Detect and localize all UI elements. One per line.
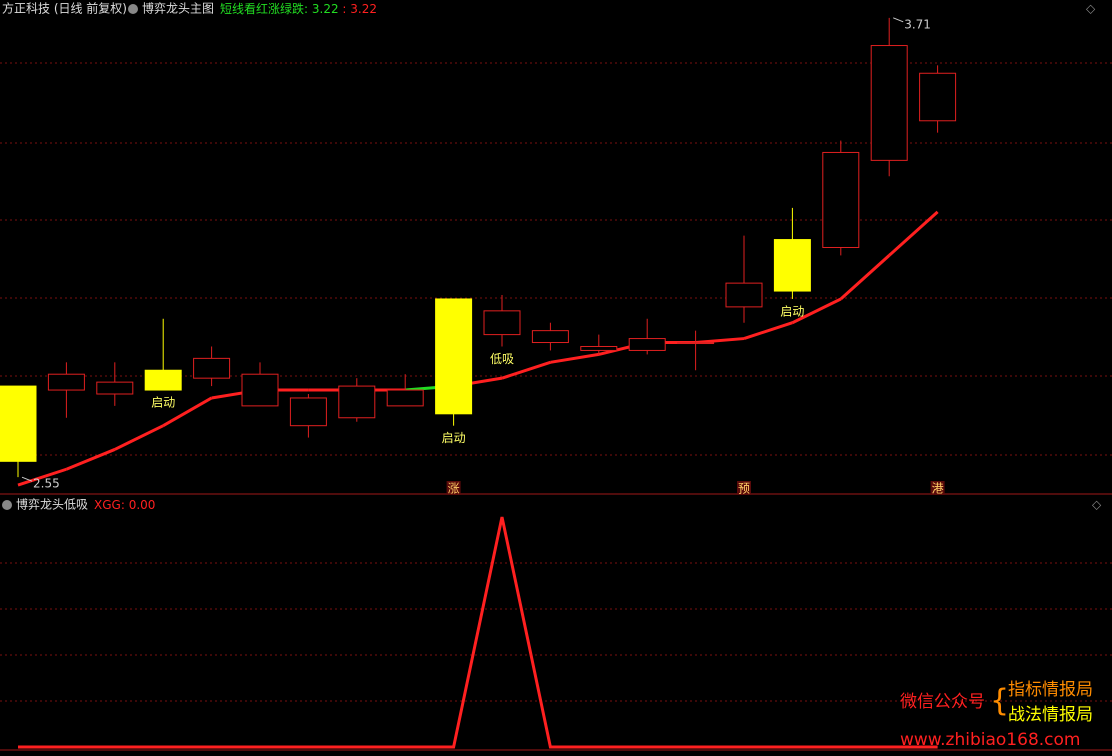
toggle-icon[interactable] <box>2 500 12 510</box>
expand-icon[interactable]: ◇ <box>1086 2 1096 16</box>
candle-body <box>628 338 666 351</box>
extreme-label: 2.55 <box>33 477 60 491</box>
candle-body <box>96 381 134 395</box>
ma-segment <box>501 360 551 380</box>
annotation: 启动 <box>442 431 466 445</box>
ma-segment <box>743 321 793 340</box>
candle-body <box>919 72 957 122</box>
sep: : <box>121 498 129 512</box>
legend-part: 0.00 <box>129 498 156 512</box>
annotation: 低吸 <box>490 352 514 366</box>
legend-part: XGG <box>94 498 121 512</box>
legend: 短线看红涨绿跌: 3.22 : 3.22 <box>220 1 377 16</box>
watermark: 指标情报局 <box>1008 680 1093 700</box>
ma-segment <box>162 396 213 427</box>
candle-body <box>677 342 715 345</box>
expand-icon[interactable]: ◇ <box>1092 498 1102 512</box>
candle-body <box>435 298 473 415</box>
candle-body <box>193 357 231 379</box>
candle-body <box>483 310 521 336</box>
ma-segment <box>839 254 891 301</box>
candle-body <box>531 330 569 344</box>
marker-bg <box>737 481 751 495</box>
watermark: www.zhibiao168.com <box>900 730 1080 750</box>
ma-segment <box>791 297 842 325</box>
candle-body <box>338 385 376 419</box>
marker: 港 <box>932 482 944 496</box>
annotation: 启动 <box>151 396 175 410</box>
legend-part: 3.22 <box>350 2 377 16</box>
candle-body <box>241 373 279 407</box>
ma-segment <box>888 210 939 257</box>
sub-title: 博弈龙头低吸 <box>16 497 88 512</box>
legend-part: 3.22 <box>312 2 339 16</box>
extreme-arrow <box>893 17 904 23</box>
extreme-label: 3.71 <box>904 17 931 31</box>
grid <box>0 62 1112 702</box>
watermark: 战法情报局 <box>1008 705 1093 725</box>
candle-body <box>289 397 327 427</box>
ma-segment <box>114 424 164 451</box>
sub-legend: XGG: 0.00 <box>94 498 155 512</box>
marker: 预 <box>738 482 750 496</box>
sep: : <box>304 2 312 16</box>
candle-body <box>580 345 618 351</box>
ma-segment <box>17 467 67 487</box>
candle-body <box>0 385 37 462</box>
watermark: 微信公众号 <box>900 692 985 712</box>
marker: 涨 <box>448 481 460 496</box>
annotation: 启动 <box>780 304 804 318</box>
toggle-icon[interactable] <box>128 4 138 14</box>
header: 方正科技 (日线 前复权) <box>2 1 127 16</box>
candle-body <box>822 151 860 248</box>
candle-body <box>773 239 811 292</box>
ma-segment <box>550 352 600 364</box>
candle-body <box>386 389 424 407</box>
brace: { <box>990 684 1009 719</box>
marker-bg <box>930 481 945 495</box>
marker-bg <box>446 481 461 495</box>
indicator-line <box>18 516 938 749</box>
candle-body <box>870 45 908 161</box>
candle-body <box>725 282 763 308</box>
ma-segment <box>65 448 116 471</box>
main-title: 博弈龙头主图 <box>142 1 214 16</box>
legend-part: 短线看红涨绿跌 <box>220 1 304 16</box>
extreme-arrow <box>21 476 33 482</box>
candle-body <box>47 373 85 391</box>
sep: : <box>339 2 351 16</box>
ma-segment <box>695 337 745 345</box>
candle-body <box>144 369 182 391</box>
